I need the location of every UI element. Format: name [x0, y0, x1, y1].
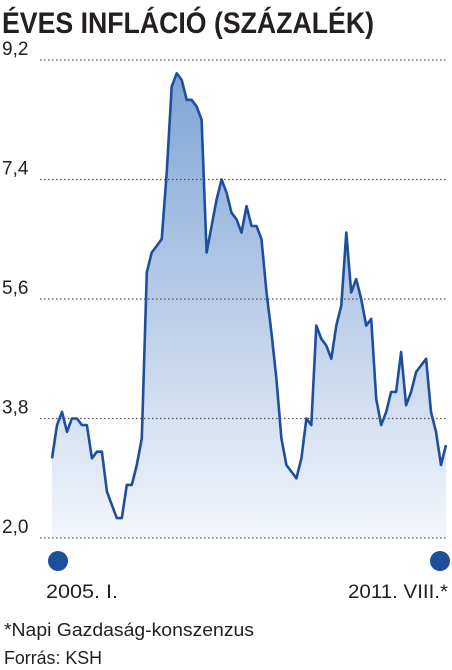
y-tick-label: 7,4	[2, 159, 29, 180]
x-tick-label: 2005. I.	[46, 582, 118, 603]
y-tick-label: 3,8	[2, 398, 28, 419]
area	[52, 73, 446, 539]
y-tick-label: 2,0	[2, 517, 28, 538]
y-tick-label: 9,2	[2, 39, 28, 60]
source: Forrás: KSH	[4, 648, 102, 668]
category-dot	[48, 551, 68, 571]
category-dot	[430, 551, 450, 571]
x-tick-label: 2011. VIII.*	[348, 582, 449, 603]
line	[50, 72, 448, 520]
y-tick-label: 5,6	[2, 278, 28, 299]
footnote: *Napi Gazdaság-konszenzus	[4, 620, 254, 640]
chart-title: ÉVES INFLÁCIÓ (SZÁZALÉK)	[2, 6, 374, 40]
